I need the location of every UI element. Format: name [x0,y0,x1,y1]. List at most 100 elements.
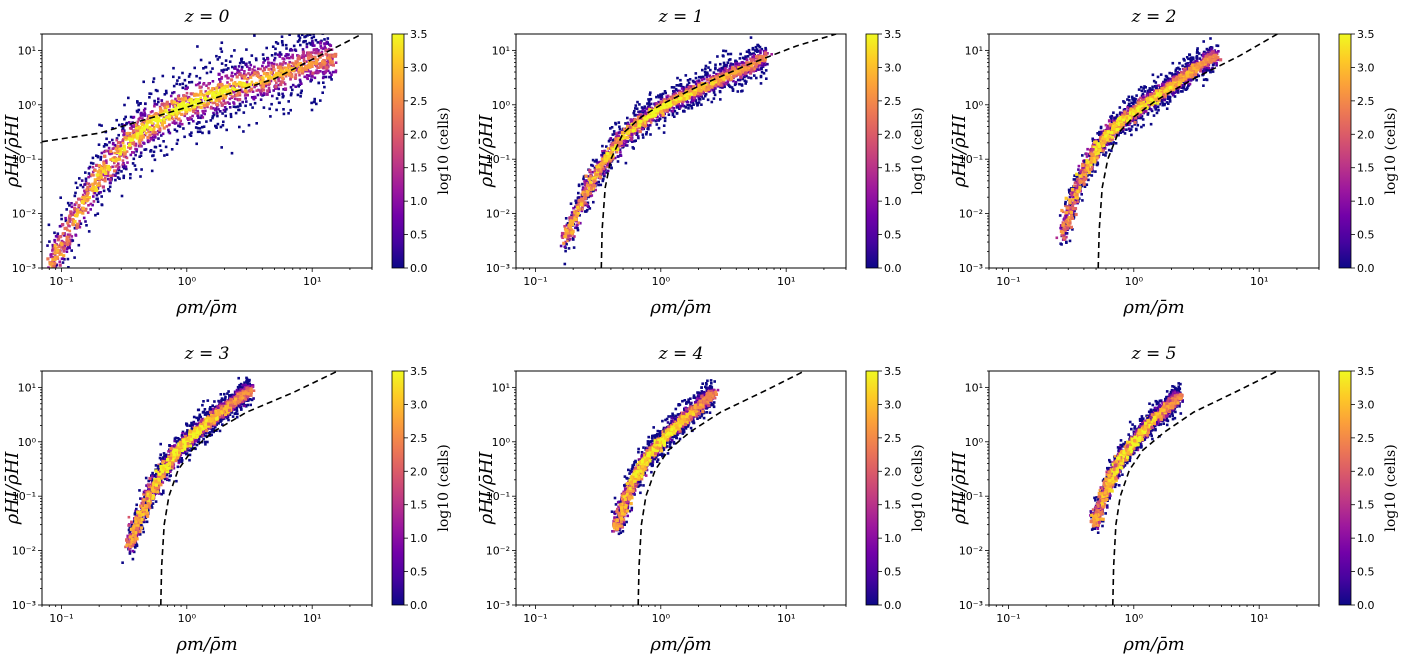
density-cell [262,72,266,76]
density-cell [178,125,182,128]
density-cell [53,243,57,248]
density-cell [248,73,252,77]
density-cell [62,254,66,258]
density-cell [293,48,297,51]
density-cell [60,246,63,249]
panel-title: z = 0 [184,7,230,27]
density-cell [195,103,199,107]
density-cell [581,202,585,206]
density-cell [62,250,65,253]
density-cell [75,214,79,218]
density-cell [53,269,56,272]
density-cell [327,69,330,73]
density-cell [730,86,734,89]
density-cell [174,115,178,119]
colorbar-tick-label: 0.5 [884,229,902,242]
density-cell [105,137,108,141]
density-cell [725,69,729,72]
density-cell [152,77,156,80]
density-cell [275,97,279,100]
density-cell [679,78,682,82]
density-cell [213,101,217,105]
density-cell [577,184,581,188]
density-cell [738,72,743,76]
density-cell [743,57,746,61]
density-cell [173,104,177,108]
density-cell [671,109,674,113]
density-cell [262,93,266,97]
density-cell [288,73,292,77]
density-cell [279,82,283,87]
density-cell [159,107,163,111]
density-cell [274,87,278,90]
density-cell [145,124,149,128]
density-cell [331,57,334,60]
density-cell [134,153,137,157]
density-cell [204,90,208,93]
density-cell [566,237,569,241]
density-cell [709,68,712,72]
colorbar [865,33,879,269]
density-cell [696,85,699,89]
density-cell [168,108,171,112]
density-cell [262,92,266,95]
density-cell [193,93,197,97]
density-cell [91,156,95,160]
density-cell [215,103,219,107]
density-cell [290,73,294,76]
density-cell [663,116,667,120]
density-cell [190,131,193,134]
density-cell [741,56,745,60]
density-cell [1170,72,1173,75]
density-cell [248,82,252,86]
density-cell [594,188,597,192]
density-cell [619,131,622,134]
density-cell [304,39,307,43]
density-cell [1114,142,1118,145]
density-cell [270,102,273,106]
density-cell [599,169,603,173]
density-cloud [559,36,773,266]
density-cell [236,68,239,72]
density-cell [262,88,266,92]
density-cell [83,191,87,194]
density-cell [643,110,647,113]
density-cell [315,63,318,67]
density-cell [115,157,119,161]
density-cell [247,123,251,127]
density-cell [282,88,285,91]
density-cell [201,131,204,135]
density-cell [262,106,266,109]
density-cell [215,54,218,58]
density-cell [1168,71,1171,75]
density-cell [574,217,578,222]
density-cell [705,78,709,81]
density-cell [185,87,188,91]
density-cell [231,65,234,69]
density-cell [220,41,224,44]
density-cell [78,177,81,180]
density-cell [705,75,709,79]
density-cell [322,61,326,65]
density-cell [1085,183,1089,186]
density-cell [683,88,686,92]
density-cell [301,50,305,54]
density-cell [164,108,168,112]
density-cell [740,66,744,70]
density-cell [1130,133,1133,137]
density-cell [1155,111,1159,115]
density-cell [156,133,159,136]
density-cell [177,104,181,108]
density-cell [307,65,311,69]
density-cell [61,223,65,227]
colorbar-label: log10 (cells) [910,107,926,194]
density-cell [618,127,622,131]
density-cell [600,157,604,161]
density-cell [70,202,73,205]
density-cell [290,75,294,79]
density-cell [641,127,644,131]
density-cell [283,66,287,70]
density-cell [86,185,90,189]
density-cell [315,102,318,106]
density-cell [121,123,124,126]
